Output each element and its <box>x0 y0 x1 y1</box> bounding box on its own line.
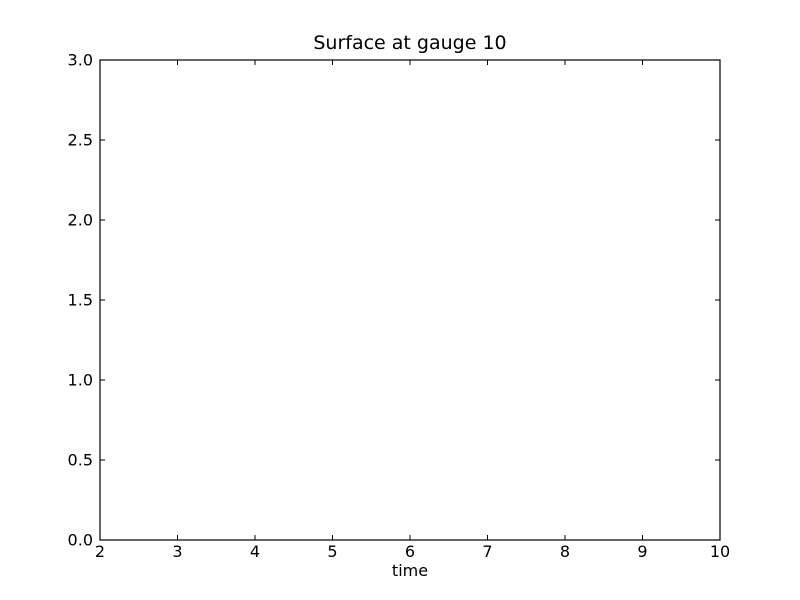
x-axis: 2 3 4 5 6 7 8 9 10 <box>95 60 730 561</box>
y-tick-label: 0.0 <box>68 531 93 550</box>
x-axis-label: time <box>392 561 428 580</box>
plot-area-frame <box>99 59 721 541</box>
y-tick-label: 2.5 <box>68 131 93 150</box>
x-tick-label: 4 <box>250 542 260 561</box>
x-tick-label: 5 <box>327 542 337 561</box>
x-tick-label: 3 <box>172 542 182 561</box>
y-axis: 0.0 0.5 1.0 1.5 2.0 2.5 3.0 <box>68 51 720 550</box>
y-tick-label: 1.0 <box>68 371 93 390</box>
x-tick-label: 8 <box>560 542 570 561</box>
y-tick-label: 1.5 <box>68 291 93 310</box>
x-tick-label: 9 <box>637 542 647 561</box>
y-tick-label: 2.0 <box>68 211 93 230</box>
x-tick-label: 2 <box>95 542 105 561</box>
x-tick-label: 6 <box>405 542 415 561</box>
y-tick-label: 0.5 <box>68 451 93 470</box>
y-tick-label: 3.0 <box>68 51 93 70</box>
chart-title: Surface at gauge 10 <box>313 32 506 54</box>
x-tick-label: 7 <box>482 542 492 561</box>
x-tick-label: 10 <box>710 542 730 561</box>
